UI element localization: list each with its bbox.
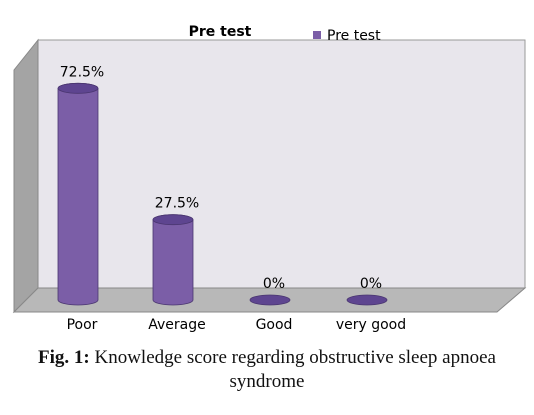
bar xyxy=(346,294,388,306)
bar-top xyxy=(152,214,194,226)
x-tick-label: very good xyxy=(336,317,406,333)
x-tick-label: Poor xyxy=(67,317,98,333)
bar xyxy=(249,294,291,306)
value-label: 72.5% xyxy=(60,64,104,80)
x-tick-label: Good xyxy=(256,317,293,333)
legend-swatch xyxy=(313,31,321,39)
side-wall xyxy=(13,38,39,314)
chart: Pre test Pre test Poor 72.5% Average 27.5% Go… xyxy=(12,24,527,333)
value-label: 0% xyxy=(263,276,285,292)
caption-label: Fig. 1: xyxy=(38,347,90,368)
value-label: 27.5% xyxy=(155,196,199,212)
back-wall xyxy=(37,39,526,289)
chart-title: Pre test xyxy=(189,24,252,40)
bar xyxy=(152,214,194,306)
value-label: 0% xyxy=(360,276,382,292)
caption-text: Knowledge score regarding obstructive sl… xyxy=(94,347,496,392)
bar xyxy=(57,82,99,306)
bar-top xyxy=(57,82,99,94)
legend-label: Pre test xyxy=(327,28,381,44)
x-tick-label: Average xyxy=(148,317,206,333)
caption: Fig. 1: Knowledge score regarding obstru… xyxy=(20,346,514,394)
